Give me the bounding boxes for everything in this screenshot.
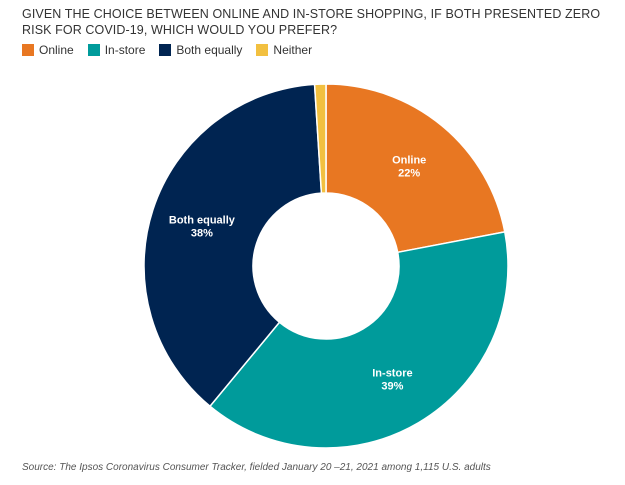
legend-swatch xyxy=(159,44,172,56)
legend-swatch xyxy=(256,44,269,56)
slice-both-equally xyxy=(143,83,323,408)
slice-label-name: In-store xyxy=(372,367,412,379)
slice-neither xyxy=(313,83,327,194)
legend-label: Both equally xyxy=(176,43,243,57)
source-note: Source: The Ipsos Coronavirus Consumer T… xyxy=(22,462,491,473)
slice-online xyxy=(325,83,506,254)
chart-title: GIVEN THE CHOICE BETWEEN ONLINE AND IN-S… xyxy=(22,7,601,37)
legend-item-online: Online xyxy=(22,43,74,57)
legend-label: In-store xyxy=(104,43,146,57)
legend-item-both-equally: Both equally xyxy=(159,43,242,57)
slice-label-value: 22% xyxy=(398,167,420,179)
legend-label: Neither xyxy=(273,43,313,57)
slice-label-value: 38% xyxy=(191,228,213,240)
slice-in-store xyxy=(208,231,509,449)
legend: Online In-store Both equally Neither xyxy=(22,43,312,57)
legend-item-neither: Neither xyxy=(256,43,312,57)
slice-label-value: 39% xyxy=(381,380,403,392)
legend-swatch xyxy=(22,44,34,56)
legend-label: Online xyxy=(39,43,74,57)
legend-item-in-store: In-store xyxy=(87,43,146,57)
slice-label-name: Online xyxy=(392,154,426,166)
legend-swatch xyxy=(87,44,100,56)
slice-label-name: Both equally xyxy=(169,215,236,227)
